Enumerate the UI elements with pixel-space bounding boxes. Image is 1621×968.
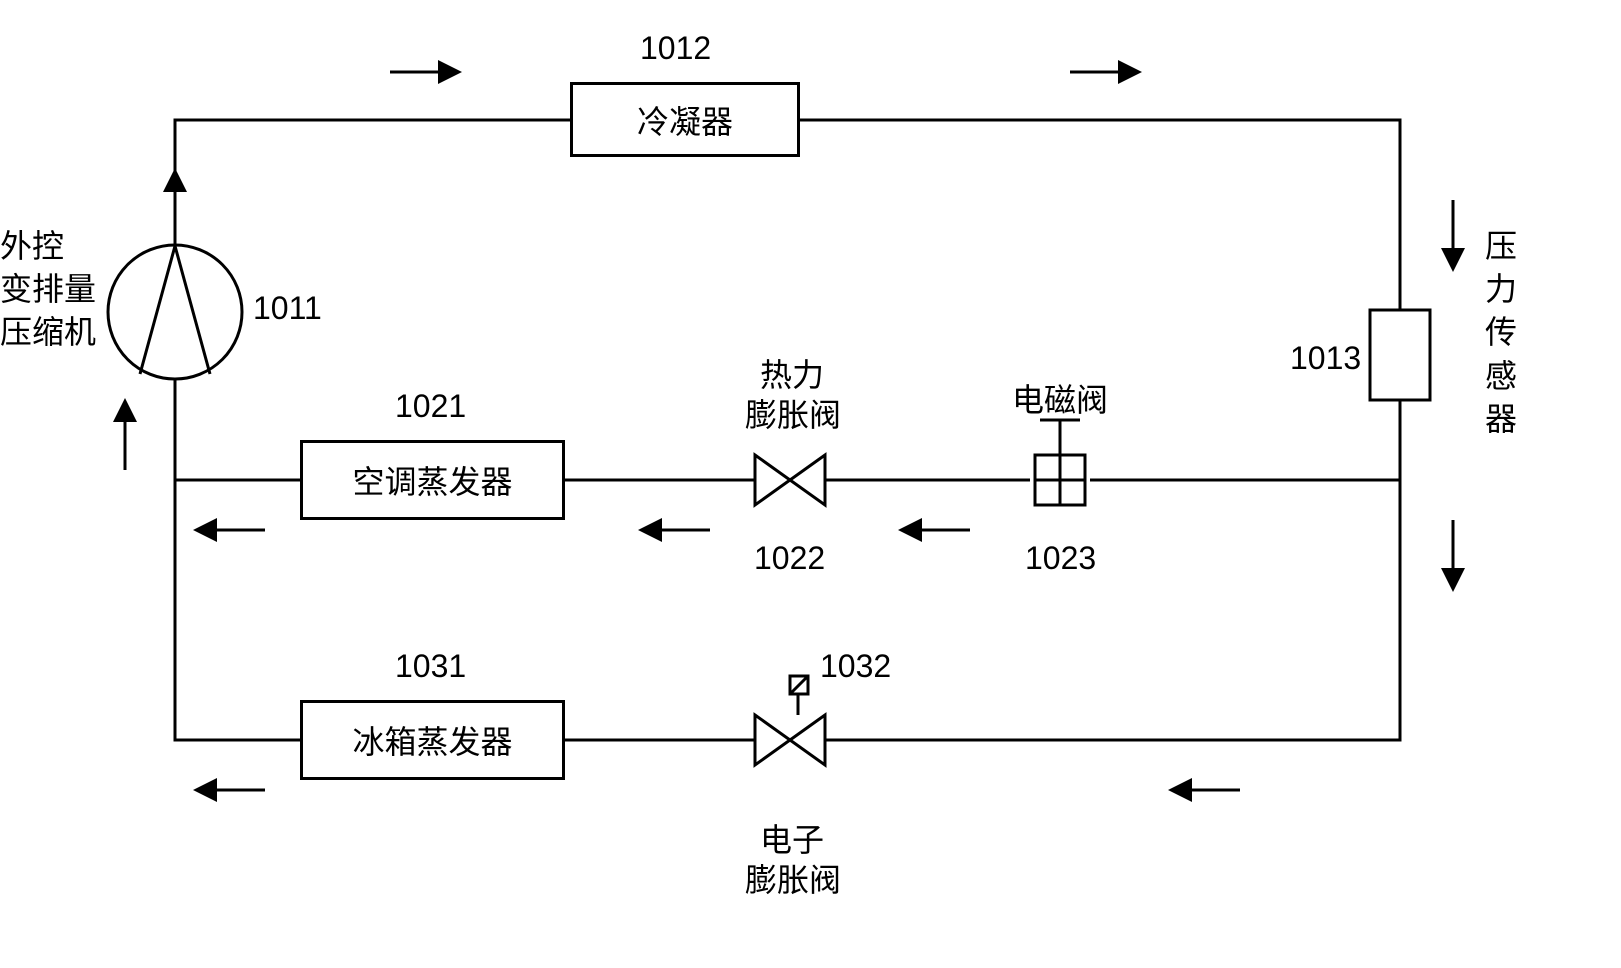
txv-id: 1022 [754, 540, 825, 577]
ac-evaporator-box: 空调蒸发器 [300, 440, 565, 520]
txv-label-2: 膨胀阀 [745, 390, 841, 436]
compressor-side-label-multi: 外控变排量压缩机 [0, 225, 96, 355]
fridge-evaporator-box: 冰箱蒸发器 [300, 700, 565, 780]
electronic-expansion-valve-symbol [755, 676, 825, 765]
condenser-box: 冷凝器 [570, 82, 800, 157]
solenoid-label: 电磁阀 [1012, 375, 1108, 421]
condenser-id: 1012 [640, 30, 711, 67]
ac-evaporator-label: 空调蒸发器 [352, 457, 512, 503]
pressure-sensor-side-label: 压力传感器 [1485, 225, 1517, 441]
condenser-label: 冷凝器 [637, 97, 733, 143]
compressor-symbol [108, 245, 242, 379]
pressure-sensor-id: 1013 [1290, 340, 1361, 377]
solenoid-id: 1023 [1025, 540, 1096, 577]
solenoid-valve-symbol [1035, 420, 1085, 505]
exv-label-2: 膨胀阀 [745, 855, 841, 901]
fridge-evap-id: 1031 [395, 648, 466, 685]
fridge-evaporator-label: 冰箱蒸发器 [352, 717, 512, 763]
thermal-expansion-valve-symbol [755, 455, 825, 505]
compressor-id: 1011 [253, 290, 322, 327]
pressure-sensor-symbol [1370, 310, 1430, 400]
ac-evap-id: 1021 [395, 388, 466, 425]
exv-id: 1032 [820, 648, 891, 685]
